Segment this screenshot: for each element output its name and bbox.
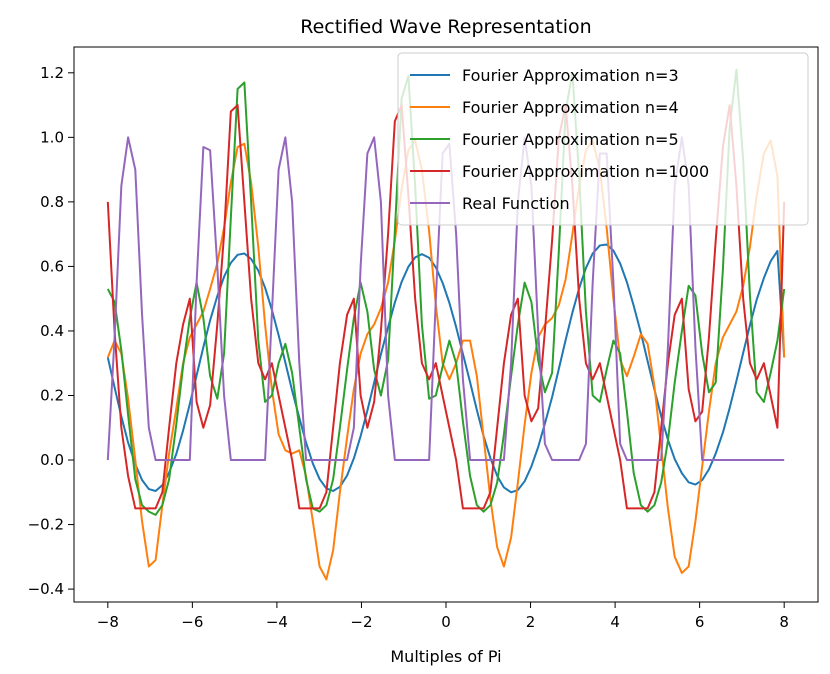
x-tick-label: −4 <box>266 613 288 631</box>
legend-label: Fourier Approximation n=4 <box>462 98 679 117</box>
y-tick-label: 0.6 <box>40 257 64 275</box>
legend: Fourier Approximation n=3 Fourier Approxi… <box>397 52 809 226</box>
series-line-4 <box>106 104 786 510</box>
legend-label: Fourier Approximation n=3 <box>462 66 679 85</box>
ticks-layer: −8 −6 −4 −2 0 2 4 6 8 −0.4 −0.2 0.0 0.2 0.4 0.6 0.8 1.0 1… <box>28 64 789 631</box>
y-tick-label: −0.4 <box>28 580 64 598</box>
x-tick-label: 6 <box>695 613 705 631</box>
x-tick-label: 8 <box>779 613 789 631</box>
x-tick-label: −6 <box>181 613 203 631</box>
x-tick-label: −2 <box>350 613 372 631</box>
legend-label: Fourier Approximation n=1000 <box>462 162 709 181</box>
x-tick-label: 2 <box>526 613 536 631</box>
y-tick-label: −0.2 <box>28 516 64 534</box>
legend-label: Fourier Approximation n=5 <box>462 130 679 149</box>
legend-label: Real Function <box>462 194 570 213</box>
y-tick-label: 0.2 <box>40 386 64 404</box>
chart-title: Rectified Wave Representation <box>300 16 591 38</box>
y-tick-label: 0.0 <box>40 451 64 469</box>
y-tick-label: 0.4 <box>40 322 64 340</box>
series-line-2 <box>106 139 786 581</box>
series-line-3 <box>106 68 786 516</box>
y-tick-label: 1.0 <box>40 128 64 146</box>
plot-layer <box>106 68 786 581</box>
x-axis-label: Multiples of Pi <box>390 647 501 666</box>
x-tick-label: 4 <box>610 613 620 631</box>
legend-box <box>397 52 809 226</box>
x-tick-label: −8 <box>97 613 119 631</box>
x-tick-label: 0 <box>441 613 451 631</box>
y-tick-label: 1.2 <box>40 64 64 82</box>
y-tick-label: 0.8 <box>40 193 64 211</box>
